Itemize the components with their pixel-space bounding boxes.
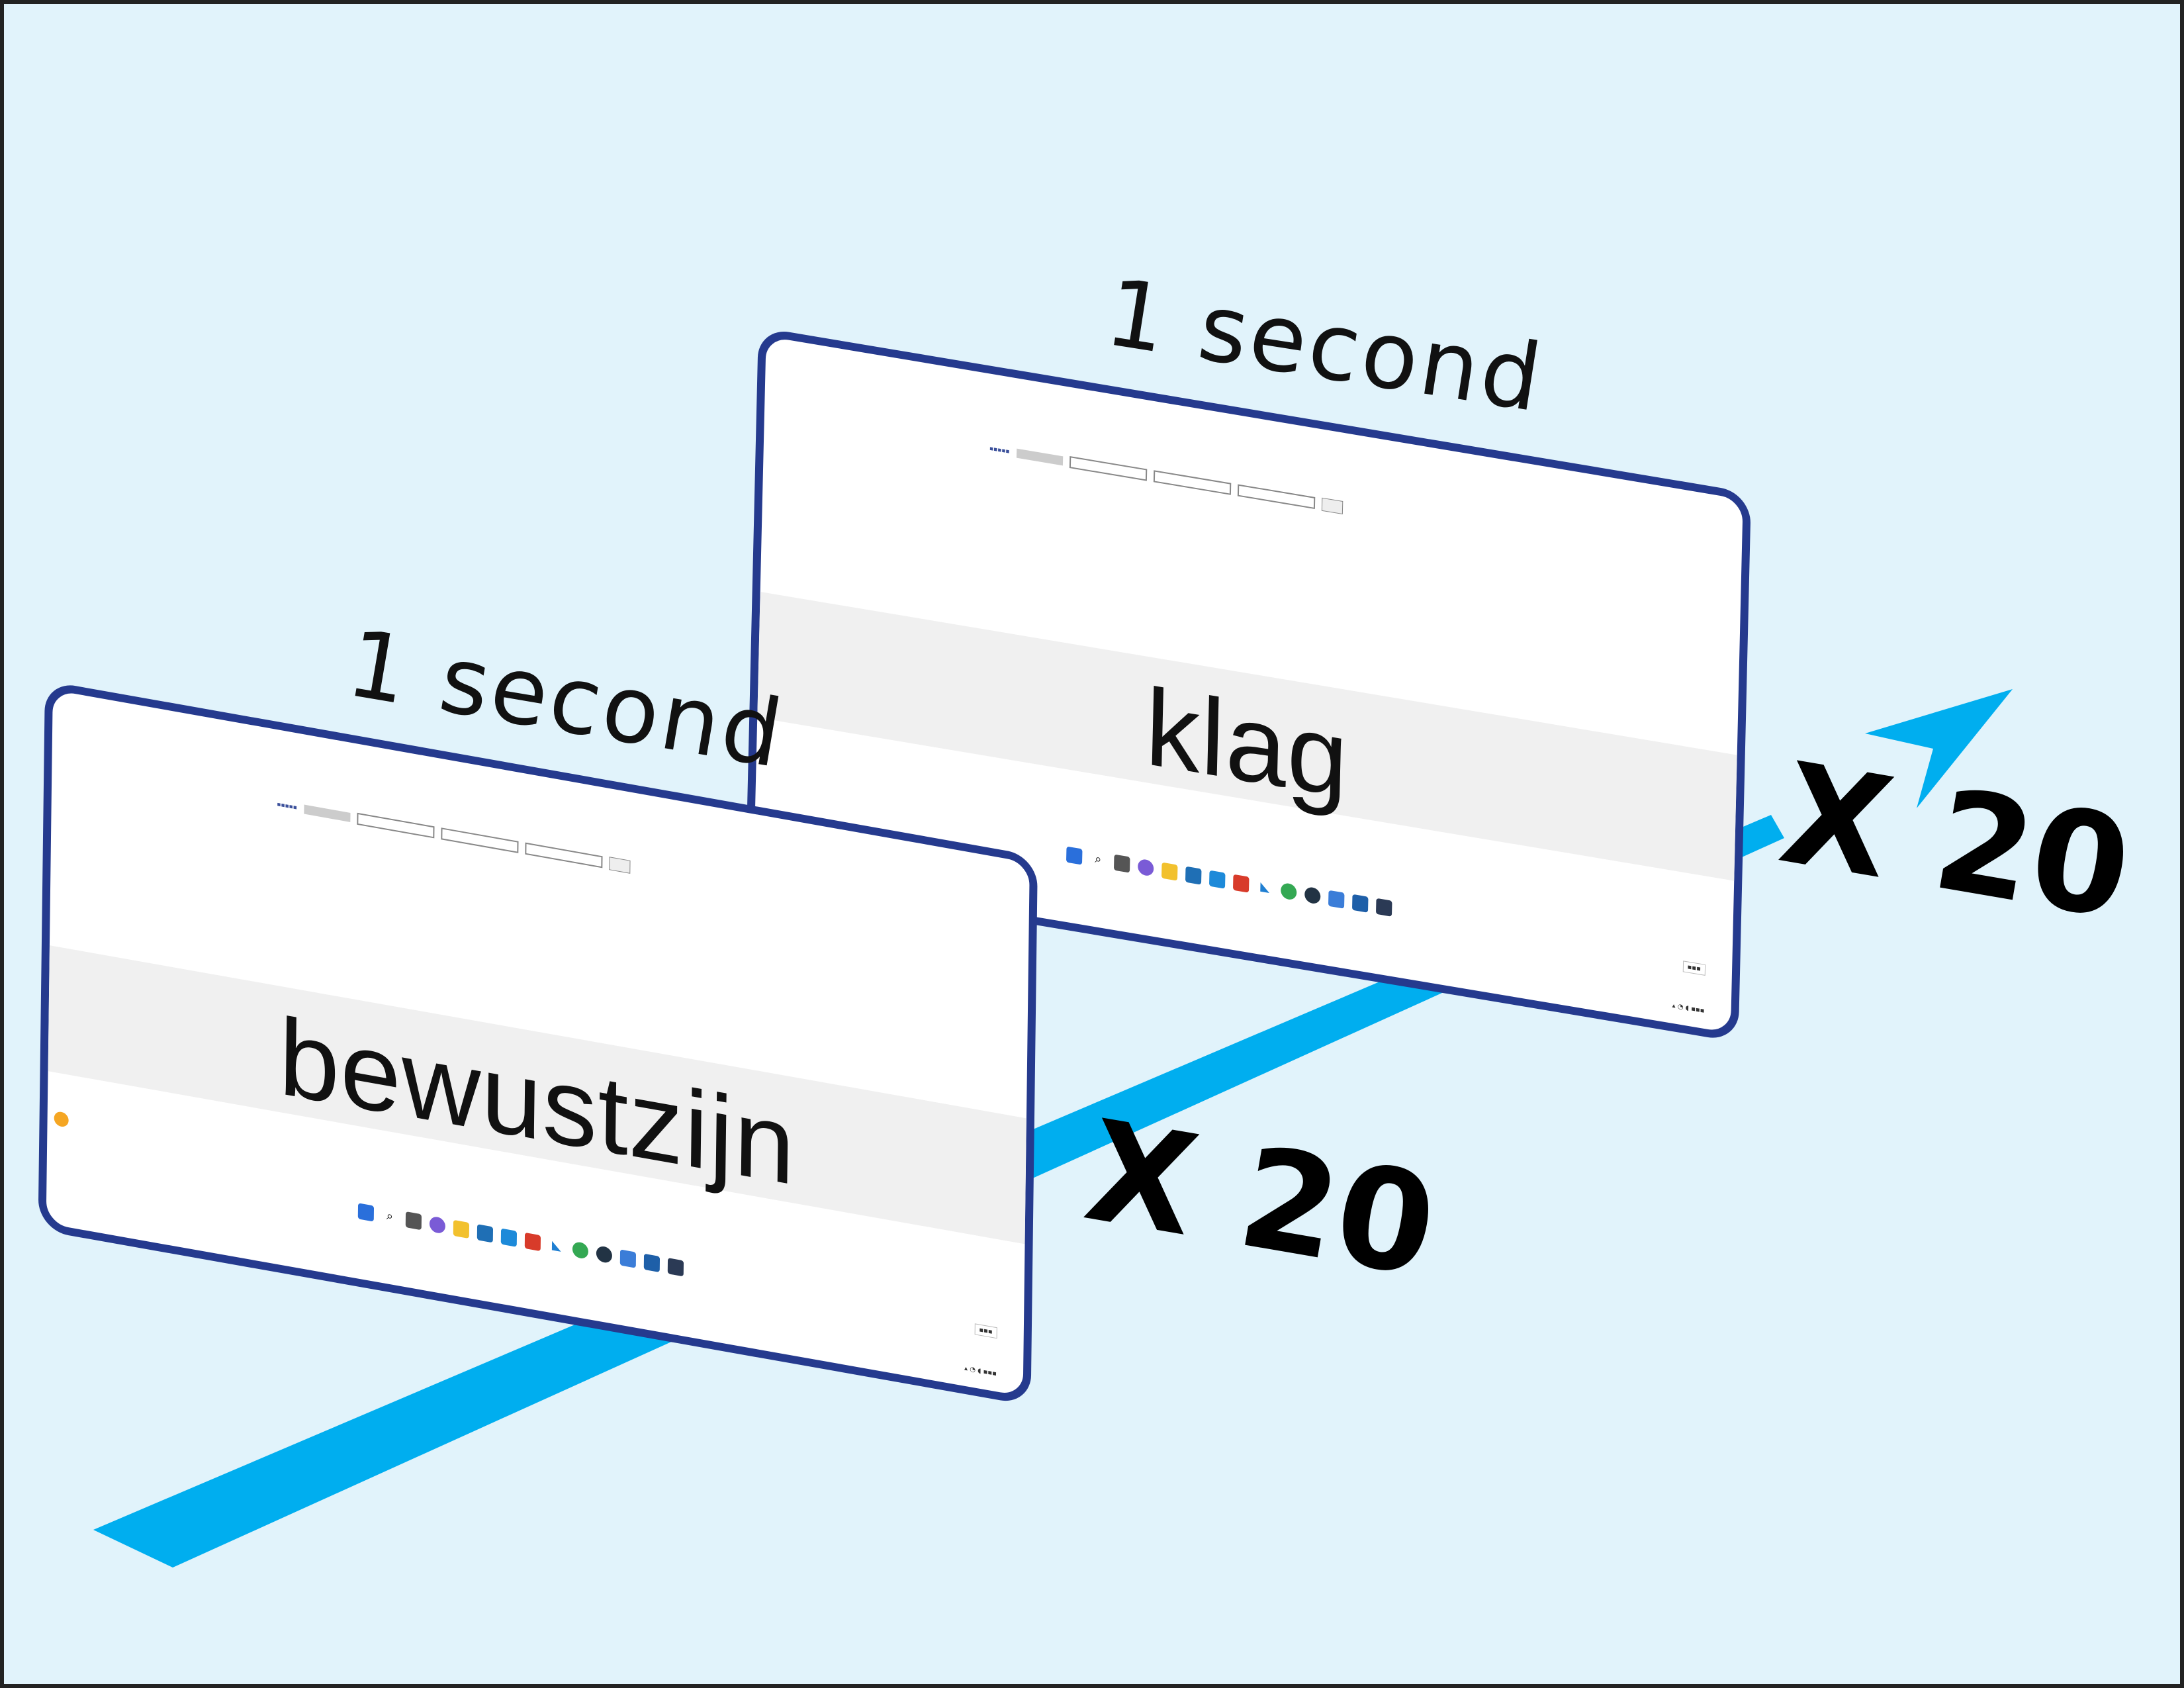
chat-icon: [429, 1215, 446, 1235]
toolbar-input: [356, 812, 435, 839]
taskbar: ⌕ ◣: [357, 1203, 684, 1277]
toolbar-button: [608, 857, 631, 874]
mail-icon: [500, 1228, 518, 1247]
app-icon: [1351, 894, 1369, 913]
toolbar-grey-field: [303, 804, 351, 822]
start-icon: [357, 1203, 375, 1222]
stimulus-word: bewustzijn: [278, 994, 796, 1208]
toolbar-text: ▪▪▪▪▪: [277, 801, 297, 812]
toolbar-input: [1153, 470, 1231, 495]
task-view-icon: [1113, 854, 1130, 873]
folder-icon: [1161, 862, 1178, 881]
toolbar-grey-field: [1016, 448, 1063, 466]
app-icon: [1375, 898, 1392, 917]
experiment-toolbar: ▪▪▪▪▪: [989, 432, 1585, 565]
toolbar-input: [524, 842, 603, 868]
app-icon: [643, 1253, 660, 1273]
chrome-icon: [572, 1241, 589, 1260]
toolbar-input: [1069, 455, 1147, 481]
start-icon: [1066, 846, 1083, 865]
folder-icon: [453, 1219, 470, 1239]
store-icon: [477, 1224, 494, 1243]
system-tray: ▴ ◔ ◖ ▪▪▪: [1672, 1002, 1705, 1015]
search-icon: ⌕: [386, 1208, 394, 1224]
task-view-icon: [405, 1211, 422, 1231]
weather-icon: [54, 1110, 69, 1128]
search-icon: ⌕: [1094, 851, 1102, 867]
toolbar-button: [1321, 497, 1343, 514]
stimulus-word: klag: [1144, 665, 1350, 821]
app-icon: [596, 1245, 613, 1264]
toolbar-input: [1237, 484, 1315, 509]
office-icon: [1232, 874, 1250, 893]
chrome-icon: [1280, 882, 1297, 901]
office-icon: [524, 1232, 541, 1252]
tray-button: ▪▪▪: [974, 1323, 997, 1339]
mail-icon: [1208, 870, 1226, 889]
app-icon: [619, 1249, 637, 1268]
vscode-icon: ◣: [1260, 879, 1270, 895]
app-icon: [667, 1258, 684, 1277]
vscode-icon: ◣: [551, 1238, 561, 1254]
tray-button: ▪▪▪: [1682, 961, 1706, 976]
toolbar-text: ▪▪▪▪▪: [989, 445, 1010, 455]
stimulus-band: bewustzijn: [48, 945, 1026, 1244]
system-tray: ▴ ◔ ◖ ▪▪▪: [964, 1364, 997, 1378]
app-icon: [1304, 886, 1321, 905]
app-icon: [1328, 890, 1345, 909]
toolbar-input: [440, 827, 519, 853]
timeline-arrow-head: [1865, 689, 2013, 808]
store-icon: [1185, 866, 1202, 885]
taskbar: ⌕ ◣: [1066, 846, 1392, 917]
chat-icon: [1137, 858, 1154, 877]
